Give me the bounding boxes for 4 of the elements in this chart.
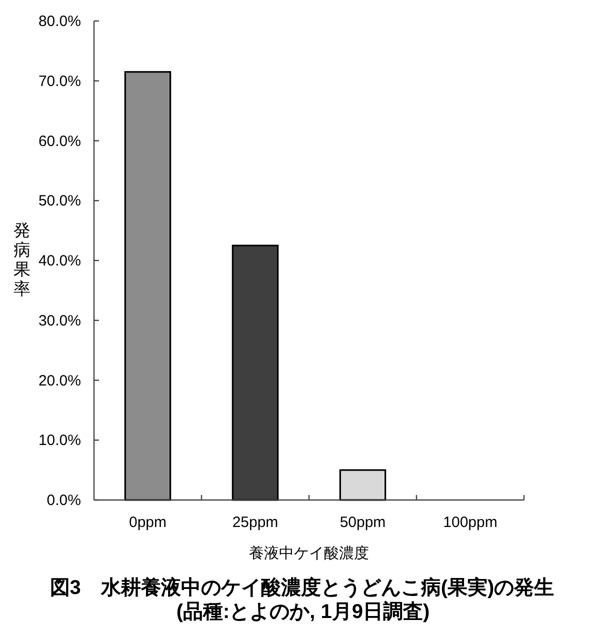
title: 図3 水耕養液中のケイ酸濃度とうどんこ病(果実)の発生	[50, 577, 554, 599]
ylabel: 発病果率	[14, 221, 30, 298]
xlabel: 養液中ケイ酸濃度	[249, 545, 369, 562]
subtitle: (品種:とよのか, 1月9日調査)	[176, 601, 430, 623]
